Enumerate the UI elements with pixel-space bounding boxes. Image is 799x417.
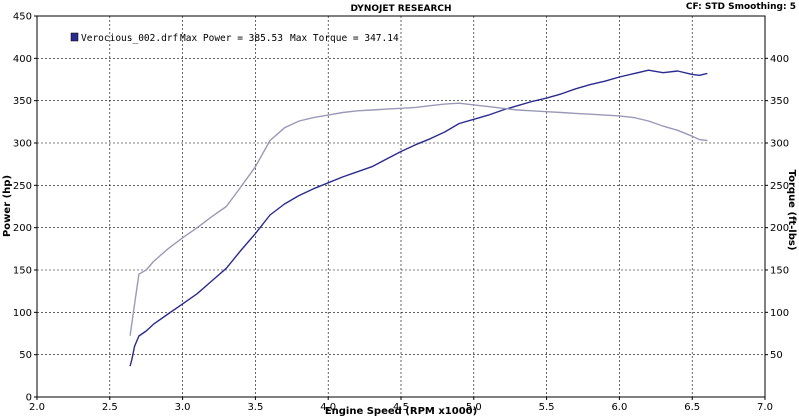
y-tick-label: 200 — [13, 223, 32, 234]
legend-max-power: Max Power = 385.53 — [180, 33, 283, 44]
legend-run-name: Verocious_002.drf — [81, 33, 178, 44]
x-tick-label: 2.0 — [29, 402, 45, 413]
torque-series-line — [129, 102, 708, 336]
y2-axis-title: Torque (ft-lbs) — [786, 170, 797, 251]
y2-tick-label: 100 — [770, 308, 789, 319]
grid — [37, 16, 765, 397]
y-tick-label: 450 — [13, 12, 32, 23]
y-tick-label: 0 — [26, 393, 32, 404]
x-tick-label: 7.0 — [757, 402, 773, 413]
y-tick-label: 350 — [13, 96, 32, 107]
y2-tick-label: 350 — [770, 96, 789, 107]
y-tick-label: 100 — [13, 308, 32, 319]
x-tick-label: 4.0 — [320, 402, 336, 413]
y2-tick-label: 50 — [770, 350, 783, 361]
legend-max-torque: Max Torque = 347.14 — [290, 33, 399, 44]
y2-axis-ticks: 50 100 150 200 250 300 350 400 — [765, 54, 789, 361]
y-tick-label: 50 — [19, 350, 32, 361]
x-axis-title: Engine Speed (RPM x1000) — [325, 406, 477, 417]
y2-tick-label: 300 — [770, 139, 789, 150]
y2-tick-label: 400 — [770, 54, 789, 65]
y-axis-title: Power (hp) — [2, 175, 13, 237]
x-tick-label: 6.0 — [611, 402, 627, 413]
x-tick-label: 3.0 — [175, 402, 191, 413]
x-tick-label: 5.0 — [466, 402, 482, 413]
x-tick-label: 2.5 — [102, 402, 118, 413]
y2-tick-label: 200 — [770, 223, 789, 234]
y2-tick-label: 150 — [770, 266, 789, 277]
x-tick-label: 5.5 — [539, 402, 555, 413]
settings-readout: CF: STD Smoothing: 5 — [686, 2, 796, 12]
y-tick-label: 400 — [13, 54, 32, 65]
x-tick-label: 3.5 — [247, 402, 263, 413]
legend-swatch — [70, 32, 79, 42]
y-axis-ticks: 0 50 100 150 200 250 300 350 400 450 — [13, 12, 37, 404]
chart-title: DYNOJET RESEARCH — [350, 4, 451, 14]
y2-tick-label: 250 — [770, 181, 789, 192]
y-tick-label: 300 — [13, 139, 32, 150]
x-tick-label: 4.5 — [393, 402, 409, 413]
y-tick-label: 150 — [13, 266, 32, 277]
power-series-line — [129, 69, 708, 367]
series-layer — [129, 69, 708, 367]
x-tick-label: 6.5 — [684, 402, 700, 413]
x-axis-ticks: 2.0 2.5 3.0 3.5 4.0 4.5 5.0 5.5 6.0 6.5 7.0 — [29, 397, 773, 413]
y-tick-label: 250 — [13, 181, 32, 192]
